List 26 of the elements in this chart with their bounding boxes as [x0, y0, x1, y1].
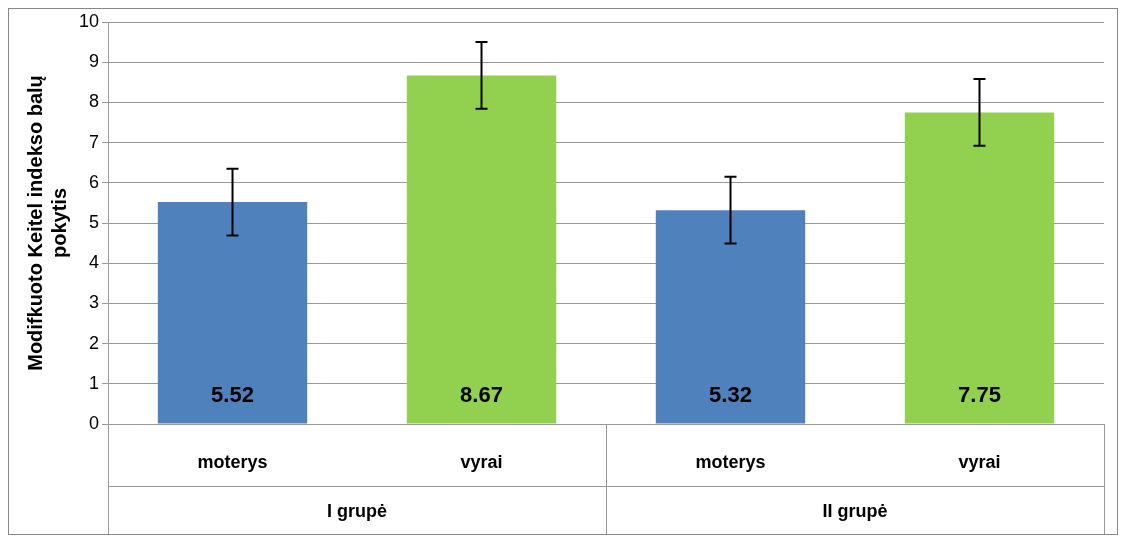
- y-tick-label: 1: [89, 372, 100, 393]
- y-tick-label: 2: [89, 332, 100, 353]
- y-axis-title: Modifkuoto Keitel indekso balų pokytis: [23, 75, 70, 371]
- y-tick-label: 7: [89, 131, 100, 152]
- data-label: 5.32: [709, 382, 752, 408]
- x-tick-label: vyrai: [460, 451, 503, 472]
- y-tick-label: 10: [78, 10, 100, 31]
- y-tick-label: 4: [89, 252, 100, 273]
- y-tick-label: 8: [89, 91, 100, 112]
- data-label: 7.75: [958, 382, 1001, 408]
- text: I grupė: [327, 500, 388, 521]
- data-label: 5.52: [211, 382, 254, 408]
- y-tick-label: 0: [89, 412, 100, 433]
- y-tick-label: 9: [89, 51, 100, 72]
- bar: [406, 75, 557, 424]
- x-tick-label: vyrai: [958, 451, 1001, 472]
- x-tick-label: moterys: [197, 451, 268, 472]
- data-label: 8.67: [460, 382, 503, 408]
- bar: [655, 210, 806, 424]
- y-tick-label: 5: [89, 211, 100, 232]
- bar: [904, 112, 1055, 424]
- x-tick-label: moterys: [695, 451, 766, 472]
- y-tick-label: 6: [89, 171, 100, 192]
- text: II grupė: [822, 500, 888, 521]
- y-tick-label: 3: [89, 292, 100, 313]
- bar: [157, 202, 308, 424]
